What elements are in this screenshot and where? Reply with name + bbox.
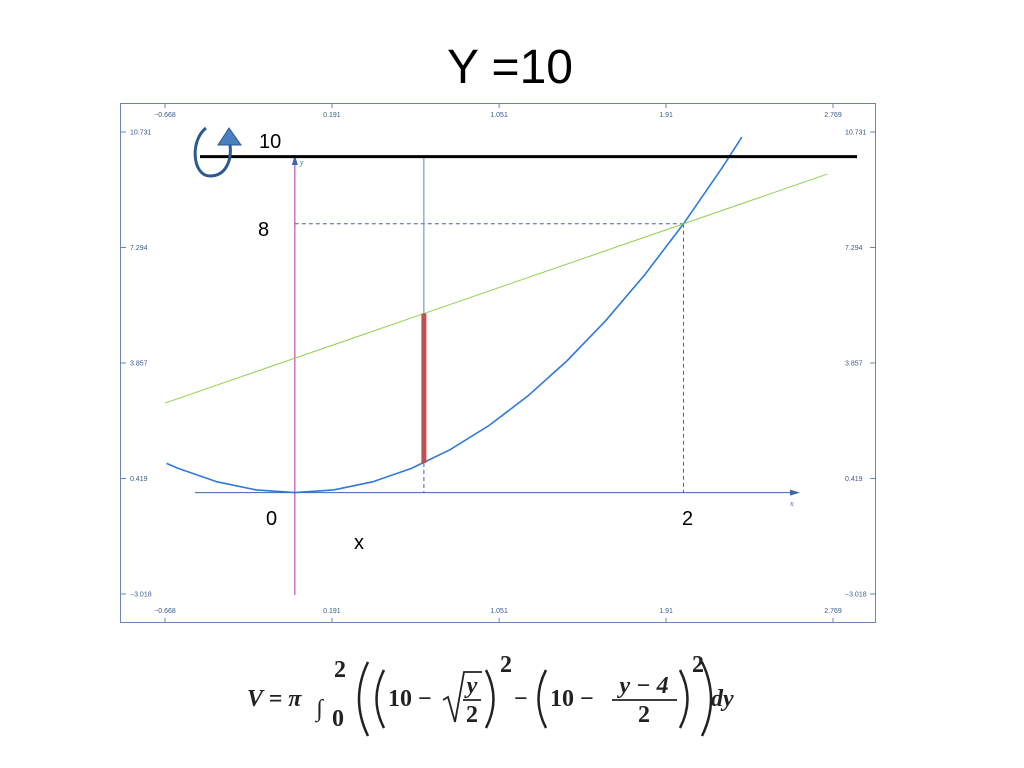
- paren: [700, 661, 713, 737]
- formula-num: y: [464, 673, 478, 699]
- formula-num: y − 4: [616, 673, 668, 699]
- formula-upper: 2: [334, 657, 346, 683]
- annotation: x: [354, 532, 364, 554]
- y-tick-label: 7.294: [130, 245, 148, 252]
- x-tick-label: 1.91: [659, 608, 673, 615]
- y-tick-label: 10.731: [130, 130, 152, 137]
- x-tick-label: 0.191: [323, 608, 341, 615]
- y-axis-arrow: [291, 155, 298, 165]
- axis-letter: x: [789, 499, 794, 508]
- curve: [164, 173, 828, 404]
- formula-den: 2: [638, 702, 650, 728]
- y-tick-label: 3.857: [845, 360, 863, 367]
- paren: [537, 669, 548, 729]
- y-tick-label: 7.294: [845, 245, 863, 252]
- radical: [442, 671, 482, 723]
- x-axis-arrow: [790, 489, 800, 496]
- y-tick-label: 10.731: [845, 130, 867, 137]
- x-tick-label: −0.668: [154, 112, 176, 119]
- axis-letter: y: [299, 158, 304, 167]
- rotation-arrowhead: [217, 127, 242, 146]
- curve: [166, 136, 743, 494]
- annotation: 10: [259, 131, 281, 153]
- formula-power: 2: [500, 652, 512, 678]
- x-tick-label: 0.191: [323, 112, 341, 119]
- paren: [375, 669, 386, 729]
- y-tick-label: −3.018: [130, 592, 152, 599]
- formula-den: 2: [466, 702, 478, 728]
- y-tick-label: 3.857: [130, 360, 148, 367]
- x-tick-label: −0.668: [154, 608, 176, 615]
- formula-integral: ∫: [314, 696, 324, 723]
- y-tick-label: −3.018: [845, 592, 867, 599]
- x-tick-label: 1.051: [490, 112, 508, 119]
- slide-title: Y =10: [447, 41, 573, 94]
- annotation: 8: [258, 219, 269, 241]
- annotation: 0: [266, 508, 277, 530]
- formula-lhs: V = π: [247, 686, 302, 712]
- paren: [484, 669, 495, 729]
- formula-lower: 0: [332, 706, 344, 732]
- x-tick-label: 2.769: [824, 608, 842, 615]
- formula-minus: −: [514, 686, 528, 712]
- formula-term: 10 −: [550, 686, 594, 712]
- y-tick-label: 0.419: [845, 476, 863, 483]
- x-tick-label: 1.91: [659, 112, 673, 119]
- annotation: 2: [682, 508, 693, 530]
- formula-power: 2: [692, 652, 704, 678]
- plot-frame: [120, 103, 876, 623]
- x-tick-label: 2.769: [824, 112, 842, 119]
- paren: [357, 661, 370, 737]
- x-tick-label: 1.051: [490, 608, 508, 615]
- plot: −0.668 −0.668 0.191 0.191 1.051 1.051 1.91 1.91…: [121, 104, 875, 622]
- rotation-arrow: [193, 126, 232, 178]
- formula-term: 10 −: [388, 686, 432, 712]
- formula-differential: dy: [711, 686, 734, 712]
- y-tick-label: 0.419: [130, 476, 148, 483]
- formula: V = π ∫ 0 2 10 − y 2 2 − 10 − y − 4 2 2 …: [247, 652, 734, 737]
- paren: [678, 669, 689, 729]
